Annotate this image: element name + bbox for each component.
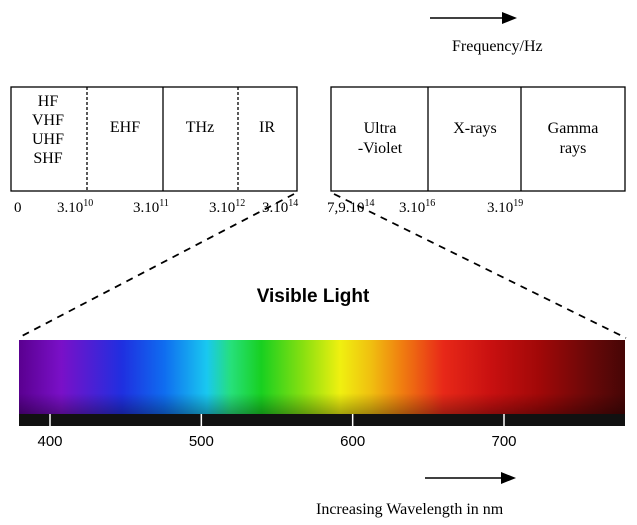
band-radio: HF VHF UHF SHF: [32, 93, 64, 167]
visible-light-title: Visible Light: [257, 286, 370, 307]
frequency-tick-labels: 0 3.1010 3.1011 3.1012 3.1014 7,9.1014 3…: [14, 198, 523, 216]
zoom-guide-lines: [17, 193, 627, 339]
high-frequency-band-box: Ultra -Violet X-rays Gamma rays: [330, 86, 626, 192]
wavelength-tick-label: 600: [340, 433, 365, 450]
band-xrays: X-rays: [453, 120, 497, 137]
tick-label-1: 3.1010: [57, 198, 93, 216]
tick-label-0: 0: [14, 200, 22, 216]
wavelength-tick-label: 400: [37, 433, 62, 450]
band-ultraviolet-line: -Violet: [358, 140, 403, 157]
band-ir: IR: [259, 119, 275, 136]
band-ehf: EHF: [110, 119, 140, 136]
visible-spectrum-bar: [19, 340, 625, 426]
band-radio-line: UHF: [32, 131, 64, 148]
tick-label-7: 3.1019: [487, 198, 523, 216]
band-radio-line: SHF: [33, 150, 62, 167]
wavelength-tick-label: 700: [491, 433, 516, 450]
tick-label-6: 3.1016: [399, 198, 435, 216]
low-frequency-band-box: HF VHF UHF SHF EHF THz IR: [10, 86, 298, 192]
frequency-arrow: [430, 12, 517, 24]
band-ultraviolet-line: Ultra: [364, 120, 397, 137]
tick-label-5: 7,9.1014: [327, 198, 375, 216]
frequency-label: Frequency/Hz: [452, 38, 543, 55]
wavelength-tick-label: 500: [189, 433, 214, 450]
band-radio-line: HF: [38, 93, 59, 110]
band-thz: THz: [186, 119, 214, 136]
wavelength-caption: Increasing Wavelength in nm: [316, 501, 504, 518]
band-gamma-line: Gamma: [548, 120, 599, 137]
band-gamma: Gamma rays: [548, 120, 599, 157]
band-gamma-line: rays: [560, 140, 587, 157]
wavelength-arrow: [425, 472, 516, 484]
tick-label-2: 3.1011: [133, 198, 169, 216]
band-ultraviolet: Ultra -Violet: [358, 120, 403, 157]
tick-label-4: 3.1014: [262, 198, 298, 216]
tick-label-3: 3.1012: [209, 198, 245, 216]
band-radio-line: VHF: [32, 112, 64, 129]
wavelength-ticks: 400 500 600 700: [37, 414, 517, 450]
